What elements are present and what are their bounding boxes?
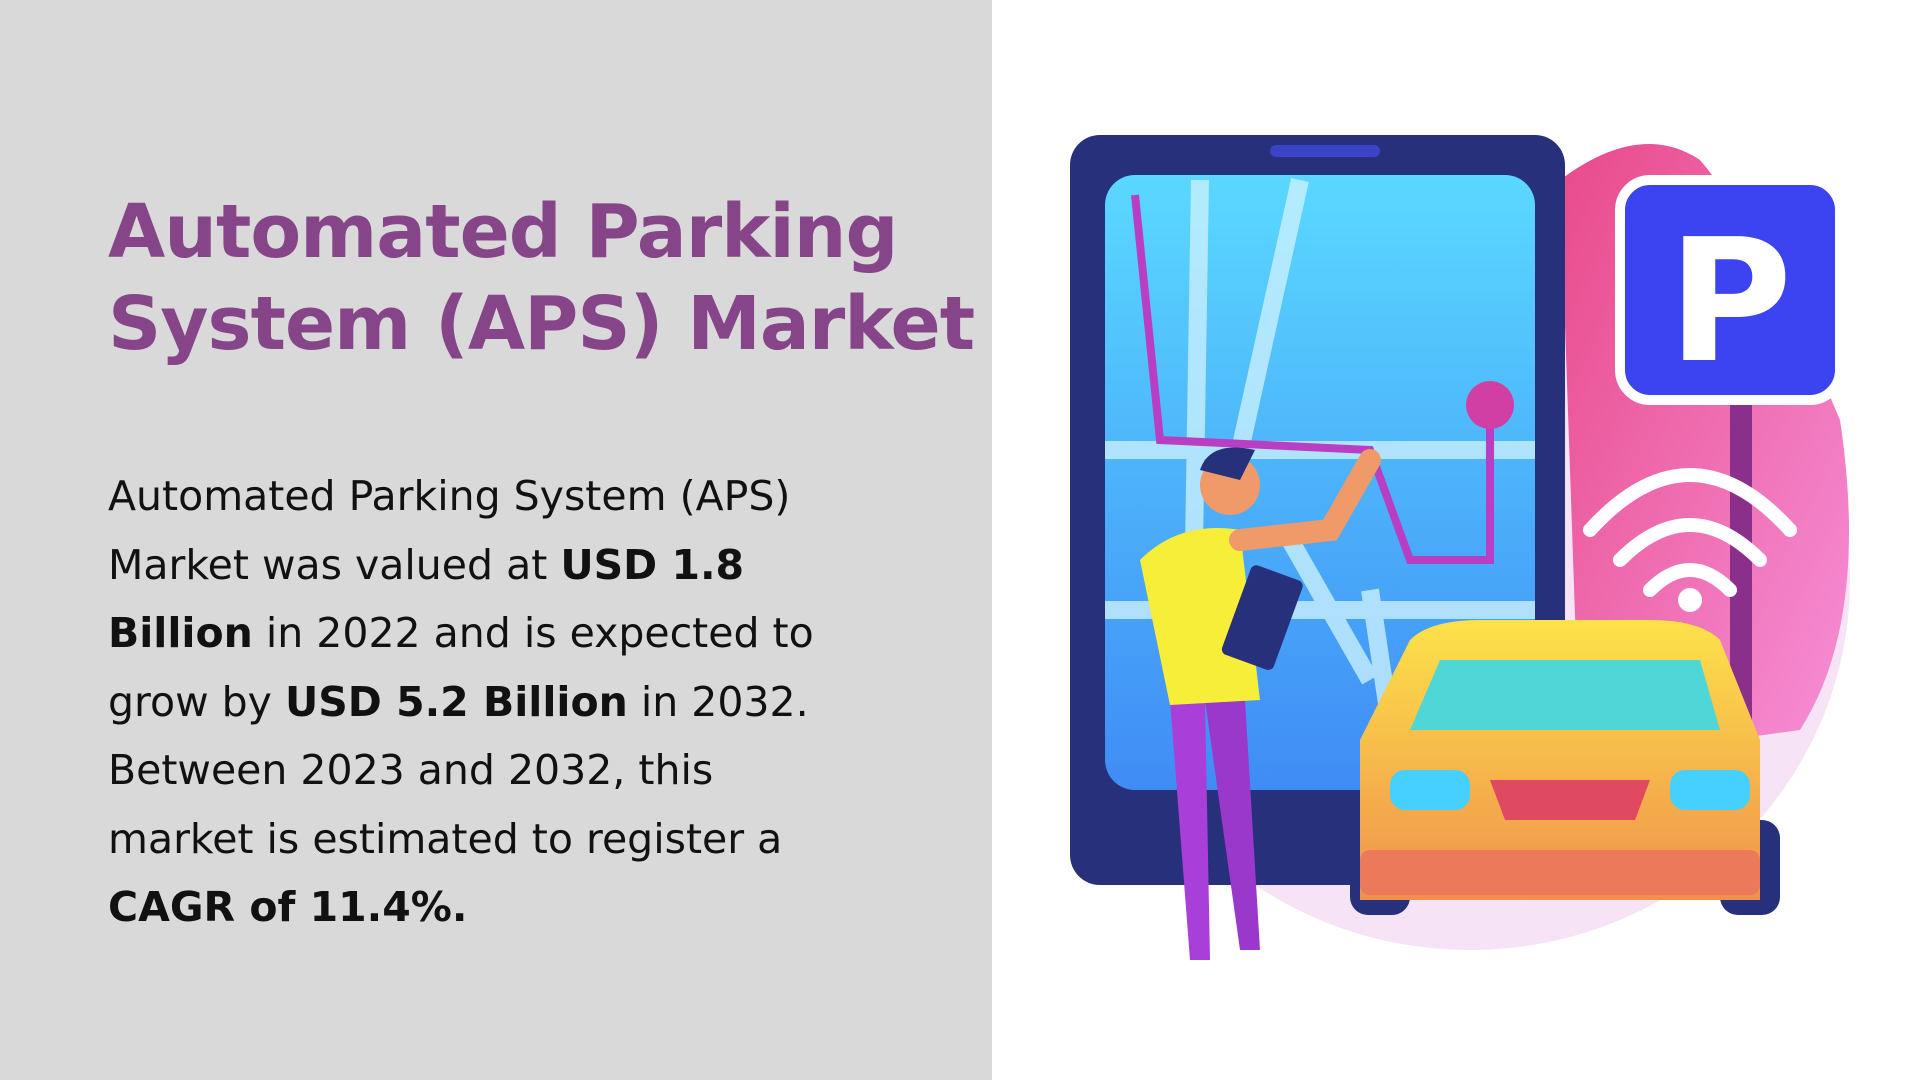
text: grow by [108, 677, 285, 726]
car-icon [1350, 620, 1780, 915]
body-line: Between 2023 and 2032, this [108, 736, 968, 805]
highlight-value: USD 1.8 [560, 540, 745, 589]
highlight-value: CAGR of 11.4%. [108, 883, 468, 931]
title-line: System (APS) Market [108, 281, 975, 367]
body-line: Automated Parking System (APS) [108, 462, 968, 531]
body-line: grow by USD 5.2 Billion in 2032. [108, 668, 968, 737]
text: in 2022 and is expected to [252, 609, 814, 657]
body-line: Billion in 2022 and is expected to [108, 599, 968, 668]
text: Market was valued at [108, 540, 561, 589]
body-line: market is estimated to register a [108, 805, 968, 874]
text: in 2032. [627, 677, 809, 726]
text: market is estimated to register a [108, 814, 783, 863]
highlight-value: USD 5.2 Billion [284, 677, 628, 726]
body-line: CAGR of 11.4%. [108, 873, 968, 942]
wifi-signal-icon [1583, 468, 1797, 612]
highlight-value: Billion [108, 609, 253, 657]
text: Automated Parking System (APS) [108, 472, 791, 520]
body-line: Market was valued at USD 1.8 [108, 531, 968, 600]
title-line: Automated Parking [108, 189, 898, 275]
parking-illustration: P [1070, 135, 1850, 960]
market-description: Automated Parking System (APS) Market wa… [108, 462, 968, 942]
page-title: Automated Parking System (APS) Market [108, 186, 975, 370]
text: Between 2023 and 2032, this [108, 746, 714, 794]
person-with-clipboard-icon [1140, 447, 1381, 960]
sign-letter: P [1668, 203, 1793, 401]
text-panel: Automated Parking System (APS) Market Au… [0, 0, 992, 1080]
